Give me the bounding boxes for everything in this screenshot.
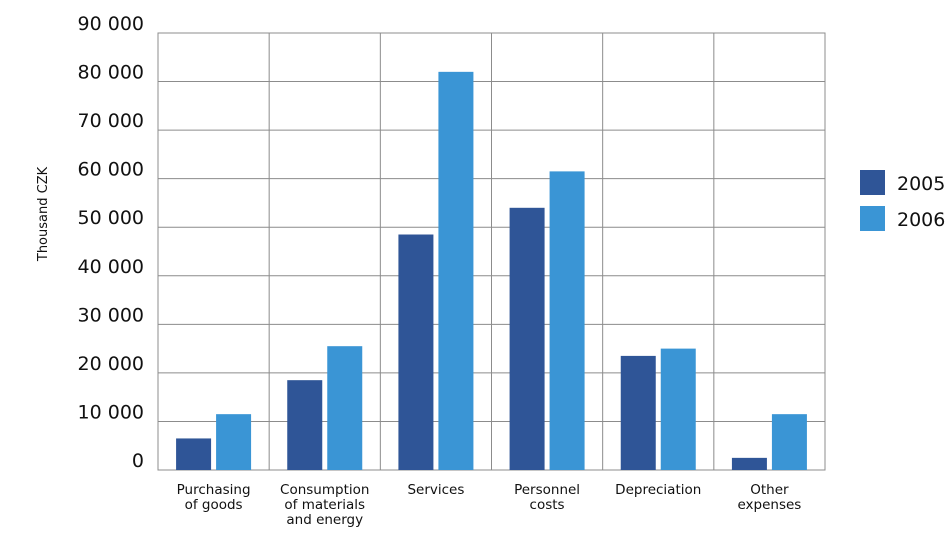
y-tick-label: 40 000 (78, 256, 144, 278)
bar-2006 (438, 71, 474, 470)
x-category-label: Services (407, 482, 464, 498)
y-tick-label: 0 (132, 450, 144, 472)
legend-swatch-2005 (860, 170, 885, 195)
y-axis-label: Thousand CZK (36, 166, 51, 262)
bar-2006 (327, 346, 363, 470)
bar-2005 (731, 457, 767, 470)
bars (176, 71, 807, 471)
bar-2006 (771, 414, 807, 470)
x-category-label: Consumption of materials and energy (280, 482, 369, 528)
bar-2006 (660, 348, 696, 470)
x-category-label: Depreciation (615, 482, 701, 498)
y-axis-ticks: 0 10 000 20 000 30 000 40 000 50 000 60 000 70 … (78, 13, 144, 472)
bar-2005 (287, 380, 323, 470)
bar-2005 (176, 438, 212, 470)
y-tick-label: 30 000 (78, 304, 144, 326)
x-category-label: Purchasing of goods (177, 482, 251, 513)
y-tick-label: 60 000 (78, 159, 144, 181)
bar-2005 (620, 355, 656, 470)
x-category-label: Personnel costs (514, 482, 580, 513)
y-tick-label: 10 000 (78, 401, 144, 423)
legend-label-2006: 2006 (897, 209, 945, 231)
legend: 2005 2006 (860, 170, 945, 231)
bar-2006 (549, 171, 585, 470)
legend-label-2005: 2005 (897, 173, 945, 195)
bar-2006 (216, 414, 252, 470)
y-tick-label: 50 000 (78, 207, 144, 229)
x-axis-categories: Purchasing of goods Consumption of material… (177, 482, 802, 528)
bar-2005 (509, 207, 545, 471)
bar-2005 (398, 234, 434, 470)
legend-swatch-2006 (860, 206, 885, 231)
y-tick-label: 70 000 (78, 110, 144, 132)
x-category-label: Other expenses (737, 482, 801, 513)
y-tick-label: 90 000 (78, 13, 144, 35)
y-tick-label: 20 000 (78, 353, 144, 375)
gridlines (157, 32, 826, 471)
y-tick-label: 80 000 (78, 62, 144, 84)
